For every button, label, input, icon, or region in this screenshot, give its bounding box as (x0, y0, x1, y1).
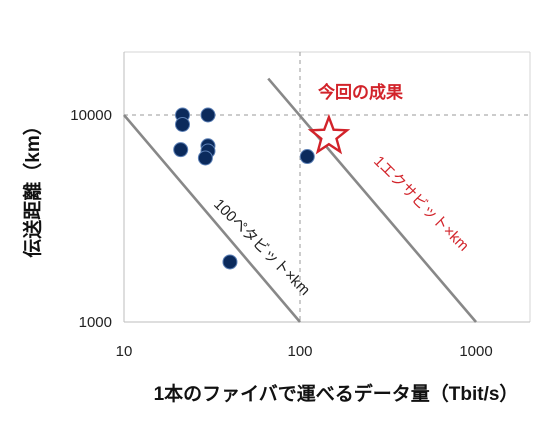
data-point (299, 149, 315, 165)
highlight-layer (307, 113, 351, 155)
reference-line-label-exabit: 1エクサビット×km (370, 153, 472, 255)
data-point (175, 116, 191, 132)
data-points (173, 107, 315, 270)
grid-lines (124, 52, 530, 322)
data-point (197, 150, 213, 166)
reference-line-0 (123, 114, 301, 323)
reference-line-1 (267, 77, 477, 323)
x-tick-label: 10 (116, 343, 133, 360)
highlight-star-marker (307, 113, 351, 155)
x-axis-title: 1本のファイバで運べるデータ量（Tbit/s） (154, 382, 519, 405)
data-point (200, 107, 216, 123)
x-tick-label: 100 (287, 343, 312, 360)
data-point (173, 142, 189, 158)
reference-lines (123, 77, 477, 323)
y-tick-label: 10000 (70, 107, 112, 124)
y-axis-title: 伝送距離（km） (21, 116, 44, 257)
data-point (222, 254, 238, 270)
y-tick-label: 1000 (79, 314, 112, 331)
reference-line-label-petabit: 100ペタビット×km (210, 196, 313, 299)
x-tick-label: 1000 (459, 343, 492, 360)
result-label: 今回の成果 (318, 82, 403, 102)
